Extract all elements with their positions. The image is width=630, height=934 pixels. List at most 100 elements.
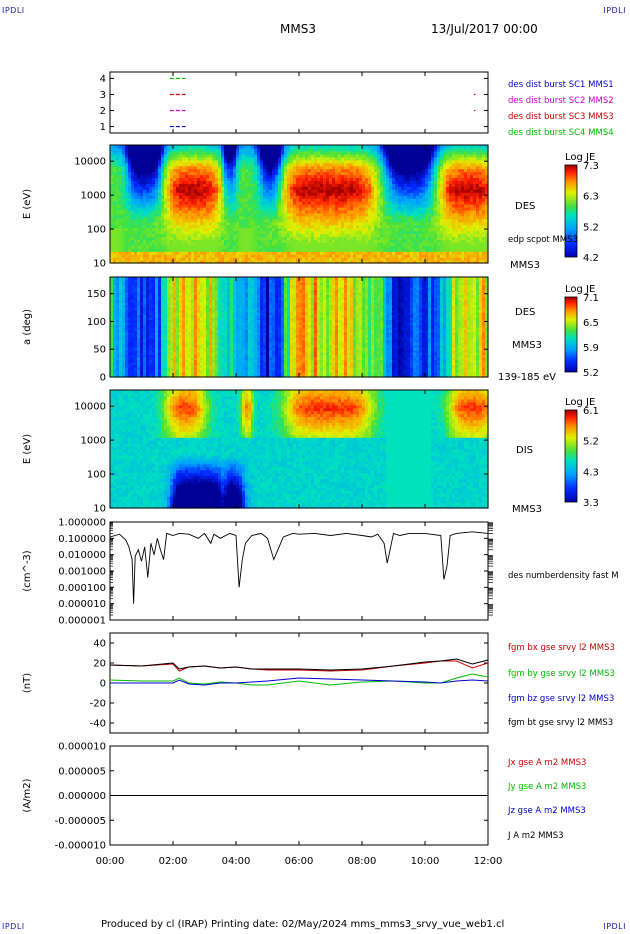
heatmap-cell bbox=[365, 198, 369, 202]
heatmap-cell bbox=[314, 195, 318, 199]
heatmap-cell bbox=[233, 180, 237, 184]
heatmap-cell bbox=[224, 254, 228, 258]
heatmap-cell bbox=[383, 242, 387, 246]
heatmap-cell bbox=[164, 186, 168, 190]
heatmap-cell bbox=[374, 248, 378, 252]
heatmap-cell bbox=[317, 189, 321, 193]
heatmap-cell bbox=[182, 180, 186, 184]
heatmap-cell bbox=[395, 177, 399, 181]
heatmap-cell bbox=[383, 159, 387, 164]
heatmap-cell bbox=[209, 201, 213, 205]
heatmap-cell bbox=[167, 171, 171, 176]
heatmap-cell bbox=[110, 215, 114, 220]
heatmap-cell bbox=[365, 260, 369, 264]
heatmap-cell bbox=[212, 150, 216, 155]
heatmap-cell bbox=[377, 212, 381, 217]
heatmap-cell bbox=[254, 195, 258, 199]
heatmap-cell bbox=[245, 254, 249, 258]
heatmap-cell bbox=[311, 224, 315, 229]
heatmap-cell bbox=[239, 150, 243, 155]
heatmap-cell bbox=[296, 242, 300, 246]
heatmap-cell bbox=[320, 192, 324, 196]
heatmap-cell bbox=[227, 236, 231, 240]
heatmap-cell bbox=[296, 192, 300, 196]
heatmap-cell bbox=[263, 257, 267, 261]
heatmap-cell bbox=[269, 186, 273, 190]
heatmap-cell bbox=[203, 227, 207, 232]
heatmap-cell bbox=[158, 236, 162, 240]
heatmap-cell bbox=[125, 245, 129, 249]
heatmap-cell bbox=[251, 153, 255, 158]
heatmap-cell bbox=[227, 165, 231, 170]
heatmap-cell bbox=[188, 159, 192, 164]
heatmap-cell bbox=[158, 239, 162, 243]
heatmap-cell bbox=[392, 230, 396, 235]
heatmap-cell bbox=[266, 224, 270, 229]
heatmap-cell bbox=[209, 257, 213, 261]
heatmap-cell bbox=[194, 165, 198, 170]
heatmap-cell bbox=[329, 159, 333, 164]
heatmap-cell bbox=[110, 180, 114, 184]
heatmap-cell bbox=[263, 165, 267, 170]
heatmap-cell bbox=[284, 230, 288, 235]
heatmap-cell bbox=[245, 233, 249, 238]
heatmap-cell bbox=[113, 159, 117, 164]
heatmap-cell bbox=[146, 162, 150, 167]
heatmap-cell bbox=[131, 195, 135, 199]
heatmap-cell bbox=[284, 162, 288, 167]
heatmap-cell bbox=[350, 147, 354, 152]
heatmap-cell bbox=[383, 224, 387, 229]
heatmap-cell bbox=[359, 233, 363, 238]
heatmap-cell bbox=[395, 168, 399, 173]
heatmap-cell bbox=[131, 180, 135, 184]
heatmap-cell bbox=[149, 233, 153, 238]
heatmap-cell bbox=[245, 260, 249, 264]
heatmap-cell bbox=[320, 201, 324, 205]
heatmap-cell bbox=[134, 245, 138, 249]
heatmap-cell bbox=[176, 254, 180, 258]
heatmap-cell bbox=[140, 153, 144, 158]
heatmap-cell bbox=[155, 215, 159, 220]
heatmap-cell bbox=[182, 195, 186, 199]
heatmap-cell bbox=[209, 227, 213, 232]
heatmap-cell bbox=[206, 260, 210, 264]
heatmap-cell bbox=[374, 215, 378, 220]
heatmap-cell bbox=[308, 212, 312, 217]
heatmap-cell bbox=[245, 145, 249, 149]
heatmap-cell bbox=[221, 245, 225, 249]
heatmap-cell bbox=[386, 186, 390, 190]
heatmap-cell bbox=[137, 206, 141, 211]
heatmap-cell bbox=[359, 195, 363, 199]
heatmap-cell bbox=[230, 209, 234, 214]
heatmap-cell bbox=[350, 171, 354, 176]
heatmap-cell bbox=[296, 168, 300, 173]
heatmap-cell bbox=[266, 159, 270, 164]
heatmap-cell bbox=[314, 230, 318, 235]
heatmap-cell bbox=[314, 242, 318, 246]
heatmap-cell bbox=[113, 251, 117, 255]
heatmap-cell bbox=[365, 212, 369, 217]
heatmap-cell bbox=[356, 227, 360, 232]
heatmap-cell bbox=[362, 198, 366, 202]
heatmap-cell bbox=[389, 171, 393, 176]
heatmap-cell bbox=[260, 168, 264, 173]
heatmap-cell bbox=[113, 248, 117, 252]
heatmap-cell bbox=[272, 201, 276, 205]
heatmap-cell bbox=[287, 221, 291, 226]
heatmap-cell bbox=[182, 218, 186, 223]
heatmap-cell bbox=[332, 215, 336, 220]
heatmap-cell bbox=[209, 147, 213, 152]
heatmap-cell bbox=[296, 233, 300, 238]
heatmap-cell bbox=[164, 236, 168, 240]
heatmap-cell bbox=[212, 174, 216, 179]
heatmap-cell bbox=[278, 153, 282, 158]
heatmap-cell bbox=[335, 236, 339, 240]
heatmap-cell bbox=[275, 209, 279, 214]
heatmap-cell bbox=[212, 206, 216, 211]
heatmap-cell bbox=[335, 218, 339, 223]
spacecraft-title: MMS3 bbox=[280, 22, 316, 36]
heatmap-cell bbox=[266, 233, 270, 238]
heatmap-cell bbox=[125, 230, 129, 235]
heatmap-cell bbox=[263, 227, 267, 232]
